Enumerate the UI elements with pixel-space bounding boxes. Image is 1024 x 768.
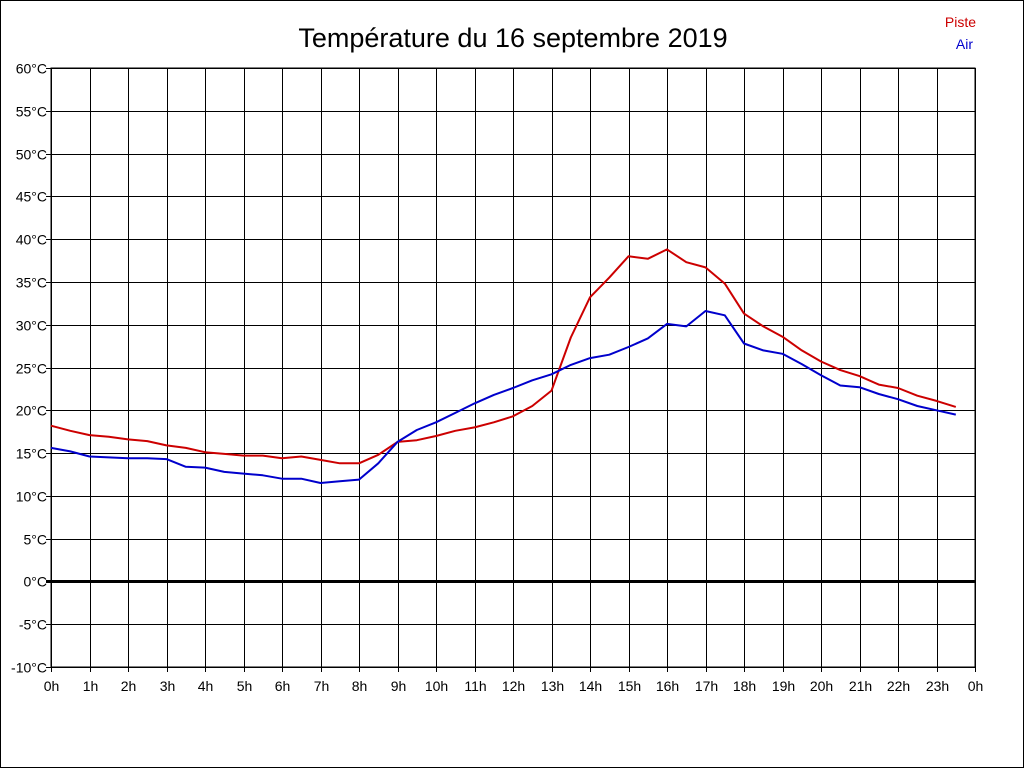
y-tick-label: -5°C xyxy=(19,617,47,633)
y-tick-label: 10°C xyxy=(16,489,47,505)
series-layer xyxy=(50,248,957,484)
x-tick-label: 22h xyxy=(887,678,910,694)
x-tick-label: 3h xyxy=(160,678,176,694)
y-tick-label: 15°C xyxy=(16,446,47,462)
x-tick-label: 4h xyxy=(198,678,214,694)
y-tick-label: 25°C xyxy=(16,361,47,377)
x-tick-label: 7h xyxy=(314,678,330,694)
x-tick-label: 19h xyxy=(772,678,795,694)
y-tick-label: 55°C xyxy=(16,104,47,120)
y-tick-label: 0°C xyxy=(24,574,48,590)
x-tick-label: 11h xyxy=(464,678,486,694)
x-tick-label: 12h xyxy=(502,678,525,694)
x-tick-label: 14h xyxy=(579,678,602,694)
x-tick-label: 9h xyxy=(391,678,407,694)
series-line-air xyxy=(50,310,957,484)
y-tick-label: 45°C xyxy=(16,189,47,205)
series-line-piste xyxy=(50,248,957,465)
x-tick-label: 0h xyxy=(968,678,984,694)
y-tick-label: 60°C xyxy=(16,61,47,77)
y-tick-label: 30°C xyxy=(16,318,47,334)
x-tick-label: 1h xyxy=(83,678,99,694)
legend-air: Air xyxy=(956,36,973,52)
x-tick-label: 5h xyxy=(237,678,253,694)
x-tick-label: 15h xyxy=(618,678,641,694)
x-tick-label: 23h xyxy=(926,678,949,694)
x-tick-label: 10h xyxy=(425,678,448,694)
x-tick-label: 21h xyxy=(849,678,872,694)
axis-labels: 0h 1h 2h 3h 4h 5h 6h 7h 8h 9h 10h 11h 12h 13h 14h 15h 16… xyxy=(11,61,983,695)
y-tick-label: 40°C xyxy=(16,232,47,248)
y-tick-label: -10°C xyxy=(11,660,47,676)
y-tick-label: 35°C xyxy=(16,275,47,291)
y-tick-label: 50°C xyxy=(16,147,47,163)
chart-title: Température du 16 septembre 2019 xyxy=(298,23,727,53)
x-tick-label: 17h xyxy=(695,678,718,694)
x-tick-label: 20h xyxy=(810,678,833,694)
x-tick-label: 18h xyxy=(733,678,756,694)
x-tick-label: 13h xyxy=(541,678,564,694)
legend-piste: Piste xyxy=(945,14,976,30)
x-tick-label: 8h xyxy=(352,678,368,694)
grid xyxy=(46,67,976,672)
y-tick-label: 5°C xyxy=(24,532,48,548)
x-tick-label: 2h xyxy=(121,678,137,694)
x-tick-label: 0h xyxy=(44,678,60,694)
x-tick-label: 6h xyxy=(275,678,291,694)
x-tick-label: 16h xyxy=(656,678,679,694)
y-tick-label: 20°C xyxy=(16,403,47,419)
